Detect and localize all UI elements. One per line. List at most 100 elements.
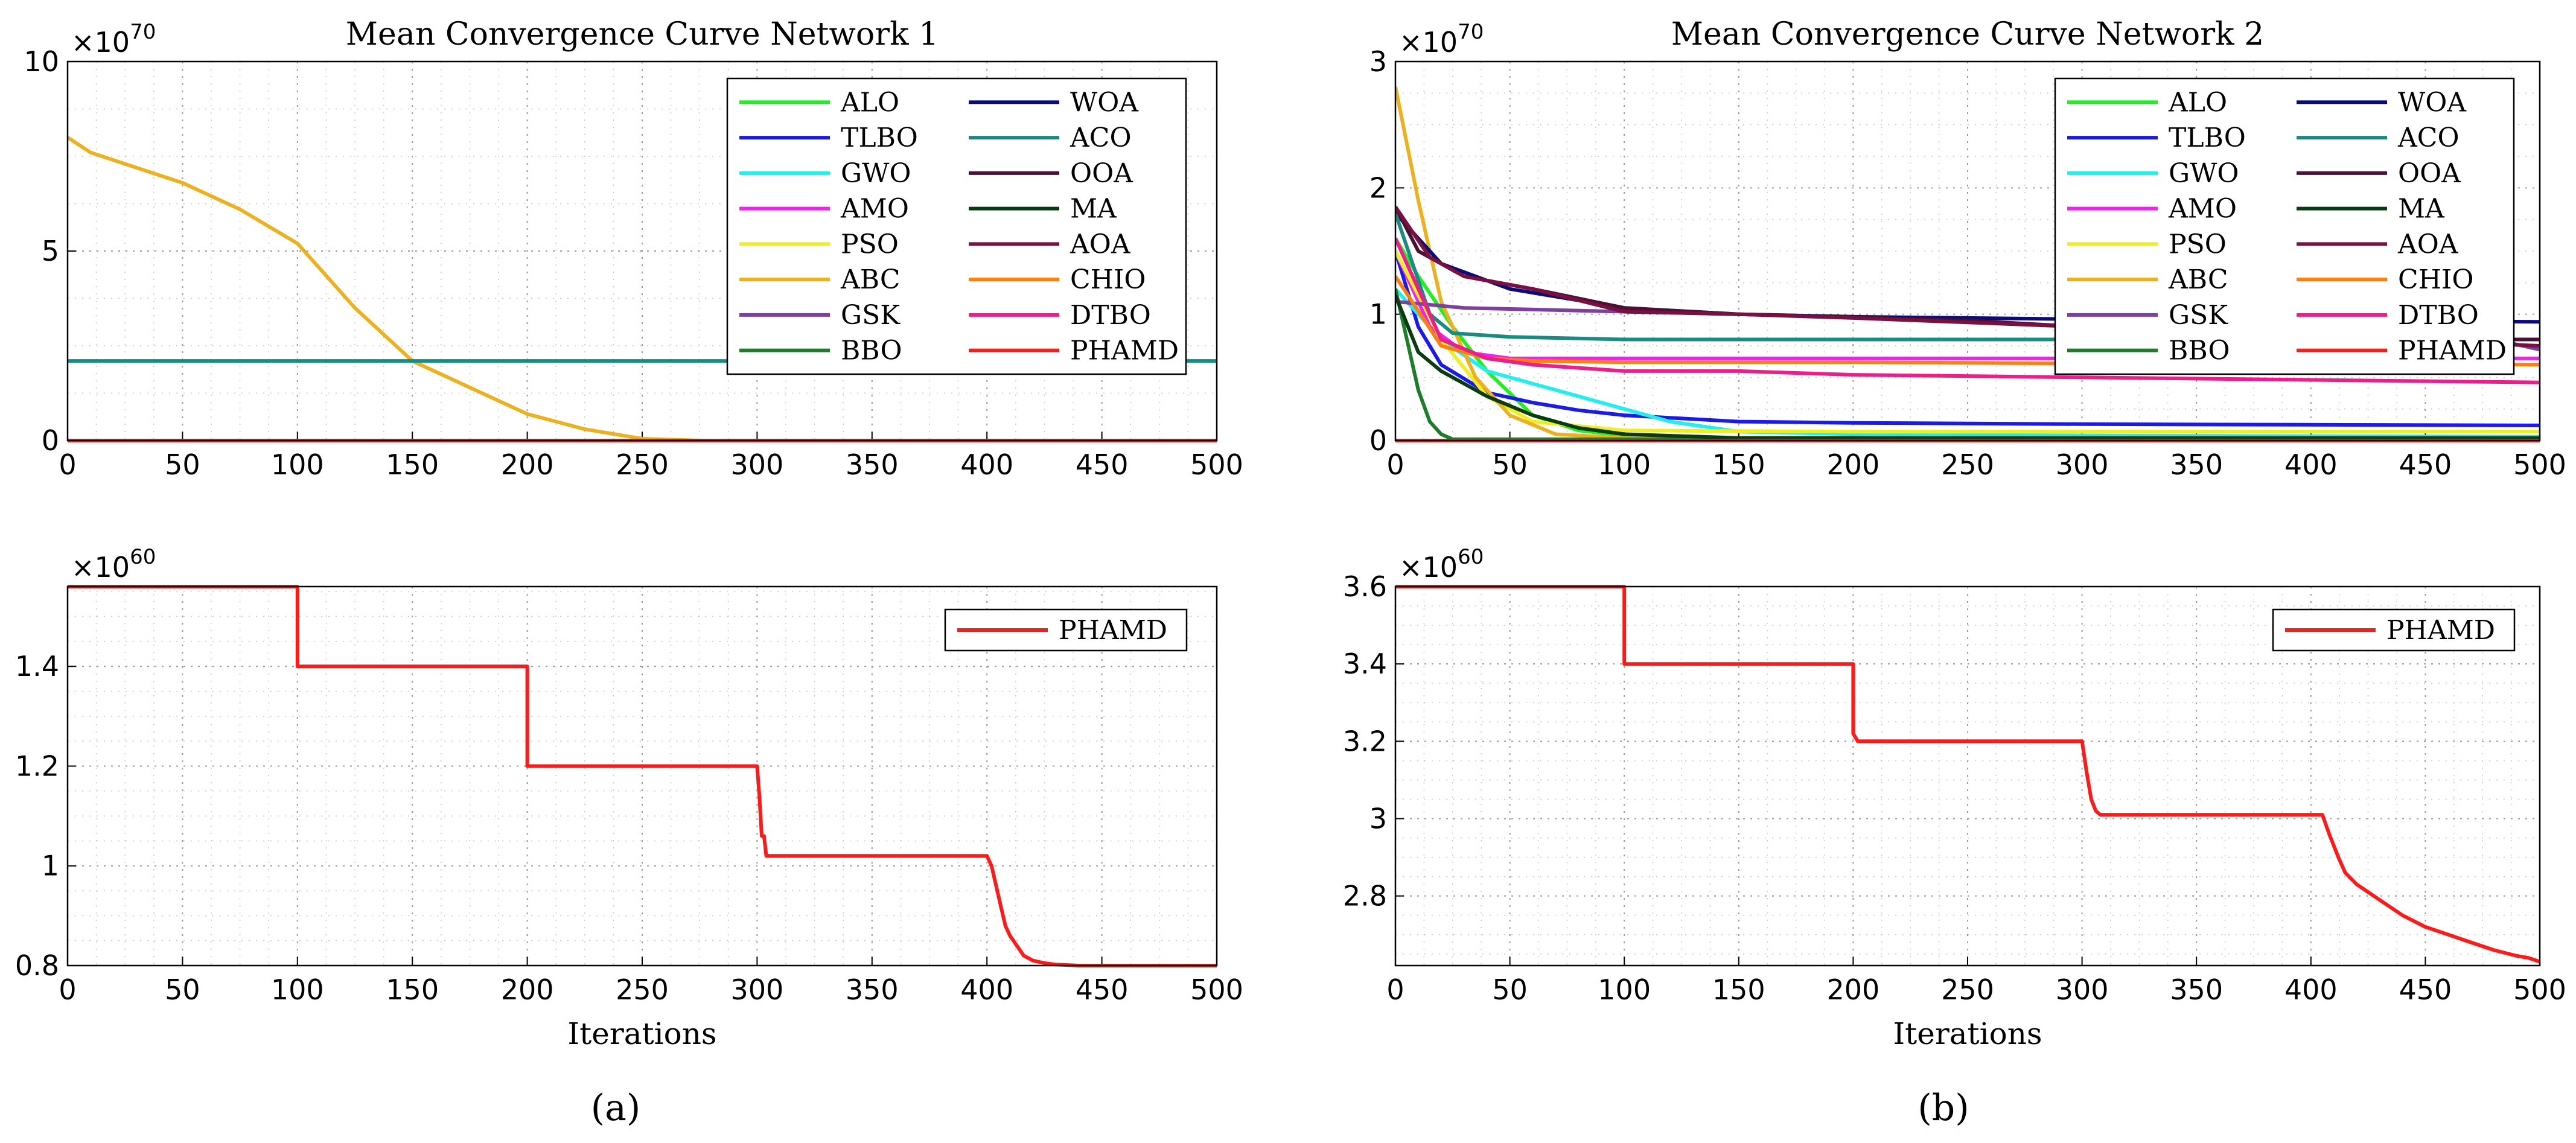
series-line-abc [1395,86,2540,440]
x-tick-label: 400 [2284,973,2338,1006]
x-tick-label: 250 [1941,973,1994,1006]
chart-network-1-phamd: 0 50 100 150 200 250 300 350 400 450 500 0.8 1 1.2 1.4… [15,545,1243,1051]
legend-label-woa: WOA [1070,87,1139,118]
x-tick-label: 0 [1386,448,1404,481]
x-tick-label: 200 [1826,448,1879,481]
x-tick-label: 100 [1598,973,1651,1006]
exponent-label: ×1060 [1399,545,1484,584]
chart-title: Mean Convergence Curve Network 1 [346,16,939,53]
x-tick-label: 100 [1598,448,1651,481]
exponent-power: 70 [1458,20,1484,44]
x-tick-label: 300 [2056,973,2109,1006]
exponent-power: 60 [130,545,156,569]
legend-label-tlbo: TLBO [2169,123,2246,153]
legend-label-pso: PSO [841,229,899,259]
x-tick-label: 350 [2170,973,2223,1006]
series-line-phamd [1395,585,2540,964]
legend-label-pso: PSO [2169,229,2227,259]
legend-label-dtbo: DTBO [2398,300,2479,331]
x-tick-label: 250 [616,973,669,1006]
legend-label-aco: ACO [2397,123,2460,153]
legend-label-gwo: GWO [841,158,911,189]
legend-label-ma: MA [2398,194,2445,224]
y-tick-label: 2 [1369,171,1387,204]
legend-label-phamd: PHAMD [1059,615,1167,646]
legend-label-tlbo: TLBO [841,123,918,153]
legend-label-abc: ABC [840,264,901,295]
x-tick-label: 400 [2284,448,2338,481]
x-tick-label: 300 [2056,448,2109,481]
exponent-power: 70 [130,20,156,44]
legend-label-chio: CHIO [1070,264,1146,295]
axes-box [1394,60,2541,442]
y-tick-label: 0.8 [15,949,59,982]
legend-label-amo: AMO [840,194,909,224]
exponent-label: ×1070 [1399,20,1484,59]
x-tick-label: 350 [846,973,899,1006]
x-tick-label: 450 [2399,448,2452,481]
legend-box [726,77,1187,375]
legend-label-aoa: AOA [2397,229,2459,259]
legend-label-woa: WOA [2398,87,2467,118]
legend-label-ooa: OOA [2398,158,2461,189]
legend-label-alo: ALO [2168,87,2227,118]
axes-box [1394,585,2541,967]
chart-network-2-convergence: 0 50 100 150 200 250 300 350 400 450 500 0 1 2 3 ×1070 M… [1369,16,2566,481]
y-tick-label: 0 [1369,424,1387,457]
y-tick-label: 5 [42,235,59,267]
axes-box [66,60,1218,442]
x-tick-label: 200 [501,973,554,1006]
x-tick-label: 300 [730,448,783,481]
x-tick-label: 150 [1712,448,1765,481]
x-tick-label: 150 [386,448,439,481]
exponent-label: ×1060 [71,545,156,584]
panel-label-b: (b) [1918,1087,1969,1129]
x-tick-label: 500 [2513,448,2566,481]
series-line-gwo [1395,287,2540,439]
axes-box [66,585,1218,967]
legend-label-aco: ACO [1070,123,1132,153]
series-line-phamd [68,585,1217,967]
x-axis-label: Iterations [567,1016,716,1051]
legend-label-ooa: OOA [1070,158,1133,189]
x-tick-label: 500 [1190,448,1243,481]
x-tick-label: 0 [59,448,76,481]
series-line-amo [1395,250,2540,360]
legend-label-phamd: PHAMD [2398,336,2507,366]
legend-label-bbo: BBO [841,336,902,366]
x-tick-label: 300 [730,973,783,1006]
exponent-label: ×1070 [71,20,156,59]
chart-network-2-phamd: 0 50 100 150 200 250 300 350 400 450 500 2.8 3 3.2 3.4… [1343,545,2566,1051]
legend-label-bbo: BBO [2169,336,2230,366]
legend-label-dtbo: DTBO [1070,300,1151,331]
series-line-tlbo [1395,250,2540,427]
legend-label-gsk: GSK [2169,300,2228,331]
chart-title: Mean Convergence Curve Network 2 [1671,16,2264,53]
y-tick-label: 0 [42,424,59,457]
y-tick-label: 3.4 [1343,648,1387,680]
exponent-power: 60 [1458,545,1484,569]
x-tick-label: 200 [1826,973,1879,1006]
y-tick-label: 3.6 [1343,570,1387,603]
y-tick-label: 10 [24,45,59,78]
x-tick-label: 0 [59,973,76,1006]
y-tick-label: 1 [42,850,59,882]
x-tick-label: 50 [165,448,200,481]
x-tick-label: 350 [846,448,899,481]
y-tick-label: 1 [1369,298,1387,331]
x-tick-label: 50 [1492,973,1528,1006]
legend-label-phamd: PHAMD [2386,615,2495,646]
exponent-base: ×10 [71,26,130,59]
x-tick-label: 400 [960,973,1013,1006]
y-tick-label: 3 [1369,45,1387,78]
y-tick-label: 3.2 [1343,725,1387,757]
exponent-base: ×10 [1399,26,1458,59]
x-tick-label: 0 [1386,973,1404,1006]
chart-network-1-convergence: 0 50 100 150 200 250 300 350 400 450 500 0 5 10 ×1070 M… [24,16,1243,481]
legend-label-gwo: GWO [2169,158,2239,189]
x-tick-label: 450 [2399,973,2452,1006]
legend-box [2054,77,2515,375]
legend-label-ma: MA [1070,194,1117,224]
exponent-base: ×10 [1399,551,1458,584]
